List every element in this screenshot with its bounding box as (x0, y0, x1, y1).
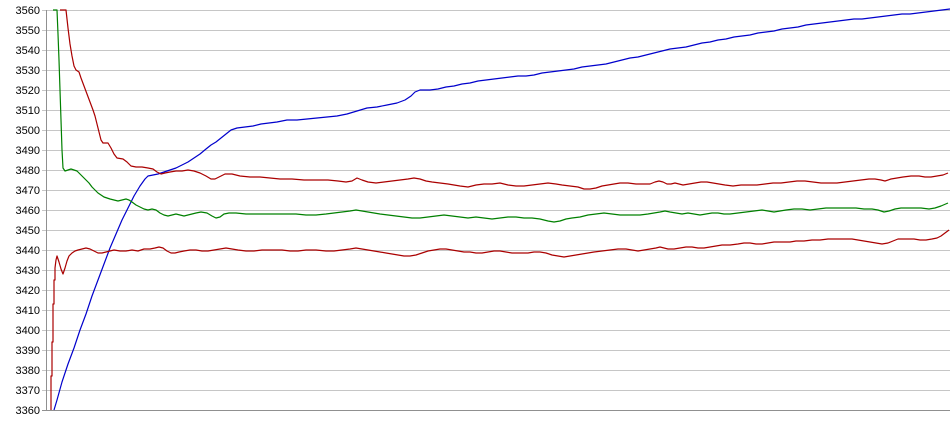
y-axis-label: 3450 (16, 225, 40, 237)
y-axis-label: 3440 (16, 245, 40, 257)
y-axis-label: 3540 (16, 45, 40, 57)
red-lower-line (50, 229, 950, 410)
y-axis-label: 3420 (16, 285, 40, 297)
blue-line (53, 8, 950, 411)
y-axis-label: 3370 (16, 385, 40, 397)
y-axis-label: 3550 (16, 25, 40, 37)
y-axis-label: 3400 (16, 325, 40, 337)
y-axis-label: 3360 (16, 405, 40, 417)
y-axis-label: 3470 (16, 185, 40, 197)
y-axis-label: 3510 (16, 105, 40, 117)
y-axis-label: 3480 (16, 165, 40, 177)
y-axis-label: 3560 (16, 5, 40, 17)
y-axis-label: 3490 (16, 145, 40, 157)
red-upper-line (60, 9, 949, 190)
y-axis-label: 3380 (16, 365, 40, 377)
green-line (53, 9, 949, 223)
y-axis-label: 3430 (16, 265, 40, 277)
y-axis-label: 3500 (16, 125, 40, 137)
y-axis-label: 3410 (16, 305, 40, 317)
y-axis-label: 3530 (16, 65, 40, 77)
y-axis-label: 3460 (16, 205, 40, 217)
y-axis-label: 3390 (16, 345, 40, 357)
y-axis-label: 3520 (16, 85, 40, 97)
